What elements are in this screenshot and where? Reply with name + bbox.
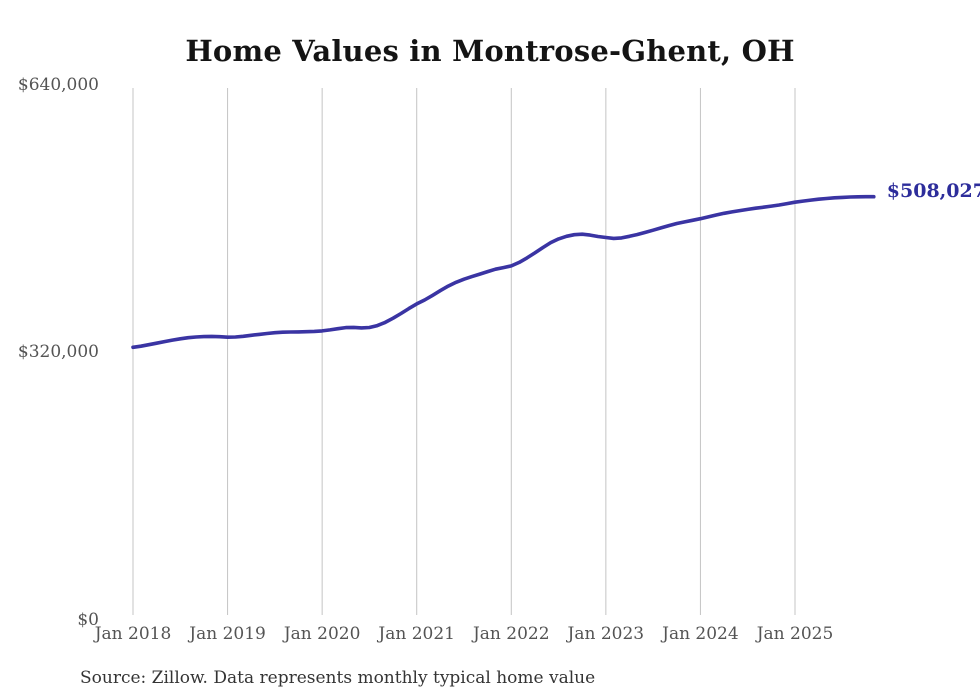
home-value-line — [131, 194, 876, 350]
x-tick-label-jan-2018: Jan 2018 — [94, 624, 172, 644]
x-tick-label-jan-2025: Jan 2025 — [756, 624, 834, 644]
last-value-label: $508,027 — [886, 179, 980, 202]
series-lines — [131, 194, 876, 350]
y-tick-label-320000: $320,000 — [17, 342, 99, 362]
x-tick-label-jan-2020: Jan 2020 — [283, 624, 361, 644]
x-tick-label-jan-2019: Jan 2019 — [189, 624, 266, 644]
x-tick-label-jan-2024: Jan 2024 — [662, 624, 739, 644]
x-tick-label-jan-2021: Jan 2021 — [378, 624, 455, 644]
chart-title: Home Values in Montrose-Ghent, OH — [185, 34, 795, 68]
x-tick-label-jan-2022: Jan 2022 — [472, 624, 550, 644]
source-note: Source: Zillow. Data represents monthly … — [80, 668, 596, 688]
y-tick-label-640000: $640,000 — [17, 75, 99, 95]
y-tick-label-0: $0 — [77, 610, 99, 630]
x-tick-label-jan-2023: Jan 2023 — [567, 624, 645, 644]
vertical-gridlines — [132, 88, 796, 615]
